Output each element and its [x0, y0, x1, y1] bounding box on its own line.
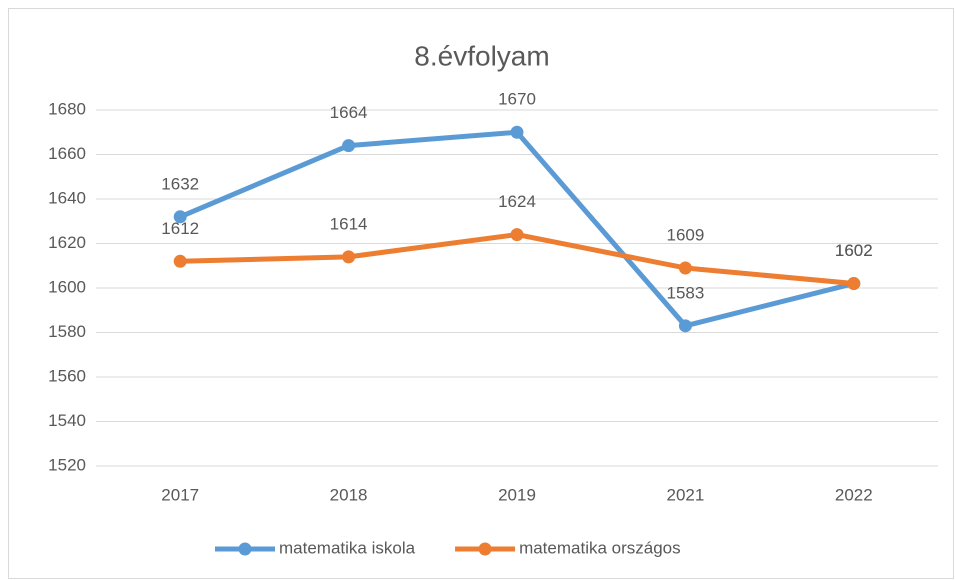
y-tick-label: 1540: [48, 411, 86, 430]
x-tick-label: 2022: [835, 485, 873, 504]
y-tick-label: 1520: [48, 455, 86, 474]
point: [510, 125, 524, 139]
x-tick-label: 2021: [666, 485, 704, 504]
x-tick-label: 2018: [330, 485, 368, 504]
y-tick-label: 1640: [48, 188, 86, 207]
data-label: 1670: [498, 90, 536, 109]
data-label: 1612: [161, 219, 199, 238]
data-label: 1602: [835, 241, 873, 260]
y-tick-label: 1620: [48, 233, 86, 252]
legend-label: matematika országos: [519, 538, 681, 557]
data-label: 1664: [330, 103, 368, 122]
data-label: 1609: [666, 225, 704, 244]
y-tick-label: 1660: [48, 144, 86, 163]
y-tick-label: 1560: [48, 366, 86, 385]
point: [510, 228, 524, 242]
legend-marker: [478, 542, 492, 556]
data-label: 1602: [835, 241, 873, 260]
y-tick-label: 1600: [48, 277, 86, 296]
legend-label: matematika iskola: [279, 538, 416, 557]
y-tick-label: 1680: [48, 99, 86, 118]
chart-title: 8.évfolyam: [414, 40, 549, 71]
data-label: 1614: [330, 214, 368, 233]
data-label: 1624: [498, 192, 536, 211]
legend-marker: [238, 542, 252, 556]
point: [847, 277, 861, 291]
y-tick-label: 1580: [48, 322, 86, 341]
point: [173, 210, 187, 224]
point: [342, 139, 356, 153]
x-tick-label: 2019: [498, 485, 536, 504]
point: [173, 254, 187, 268]
point: [678, 261, 692, 275]
point: [342, 250, 356, 264]
x-tick-label: 2017: [161, 485, 199, 504]
chart-frame: [8, 8, 954, 579]
point: [678, 319, 692, 333]
data-label: 1583: [666, 283, 704, 302]
data-label: 1632: [161, 174, 199, 193]
